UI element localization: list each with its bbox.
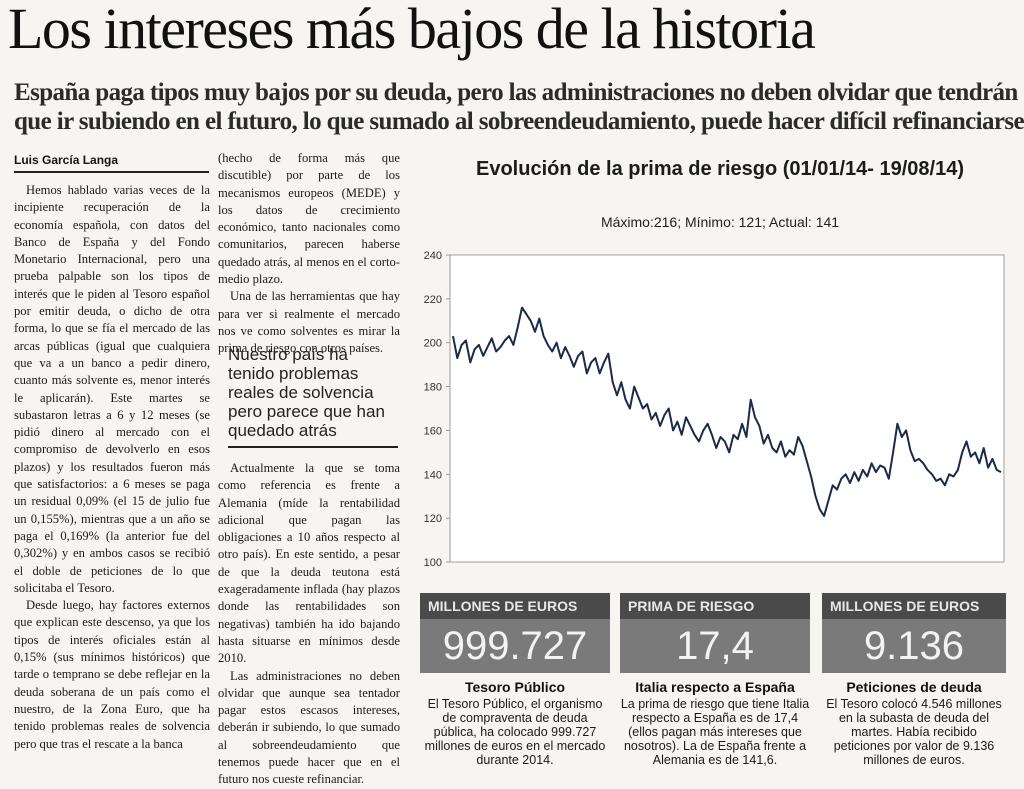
- y-tick-label: 120: [424, 513, 442, 525]
- stat-box-tesoro: MILLONES DE EUROS 999.727 Tesoro Público…: [420, 593, 610, 767]
- y-tick-label: 220: [424, 294, 442, 306]
- article-column-2-top: (hecho de forma más que discutible) por …: [218, 150, 400, 358]
- article-column-2-bottom: Actualmente la que se toma como referenc…: [218, 460, 400, 789]
- y-tick-label: 200: [424, 338, 442, 350]
- subheadline: España paga tipos muy bajos por su deuda…: [14, 78, 1024, 136]
- y-tick-label: 100: [424, 557, 442, 569]
- stat-caption: Italia respecto a España: [635, 679, 795, 695]
- stat-label: MILLONES DE EUROS: [420, 593, 610, 619]
- y-tick-label: 140: [424, 469, 442, 481]
- paragraph: (hecho de forma más que discutible) por …: [218, 151, 400, 287]
- stat-description: La prima de riesgo que tiene Italia resp…: [620, 697, 810, 767]
- y-tick-label: 180: [424, 382, 442, 394]
- y-tick-label: 160: [424, 425, 442, 437]
- article-column-1: Hemos hablado varias veces de la incipie…: [14, 182, 210, 753]
- subhead-line: España paga tipos muy bajos por su deuda…: [14, 79, 1018, 106]
- stat-caption: Peticiones de deuda: [846, 679, 982, 695]
- pull-quote: Nuestro país ha tenido problemas reales …: [228, 345, 398, 448]
- paragraph: Una de las herramientas que hay para ver…: [218, 289, 400, 356]
- stat-label: MILLONES DE EUROS: [822, 593, 1006, 619]
- subhead-line: que ir subiendo en el futuro, lo que sum…: [14, 108, 1024, 135]
- stat-description: El Tesoro colocó 4.546 millones en la su…: [826, 697, 1002, 767]
- stat-description: El Tesoro Público, el organismo de compr…: [424, 697, 606, 767]
- stat-box-italia: PRIMA DE RIESGO 17,4 Italia respecto a E…: [620, 593, 810, 767]
- paragraph: Actualmente la que se toma como referenc…: [218, 461, 400, 666]
- stat-label: PRIMA DE RIESGO: [620, 593, 810, 619]
- stat-value: 17,4: [620, 619, 810, 673]
- paragraph: Las administraciones no deben olvidar qu…: [218, 668, 400, 787]
- plot-area: [449, 254, 1005, 563]
- stat-value: 999.727: [420, 619, 610, 673]
- paragraph: Hemos hablado varias veces de la incipie…: [14, 183, 210, 595]
- chart-title: Evolución de la prima de riesgo (01/01/1…: [476, 158, 964, 180]
- byline: Luis García Langa: [14, 153, 209, 173]
- paragraph: Desde luego, hay factores externos que e…: [14, 598, 210, 751]
- stat-caption: Tesoro Público: [464, 679, 566, 695]
- risk-premium-chart: 100 120 140 160 180 200 220 240: [424, 250, 1005, 569]
- chart-subtitle: Máximo:216; Mínimo: 121; Actual: 141: [600, 214, 840, 230]
- stat-value: 9.136: [822, 619, 1006, 673]
- stat-box-peticiones: MILLONES DE EUROS 9.136 Peticiones de de…: [822, 593, 1006, 767]
- headline: Los intereses más bajos de la historia: [8, 0, 816, 61]
- series-line: [452, 306, 1002, 517]
- y-tick-label: 240: [424, 250, 442, 262]
